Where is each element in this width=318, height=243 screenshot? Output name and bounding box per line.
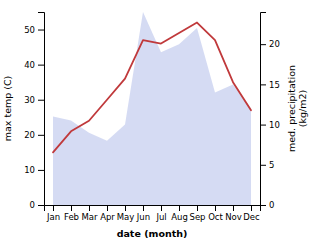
tick-mark (197, 205, 198, 211)
tick-mark (38, 30, 44, 31)
tick: 0 (30, 200, 44, 210)
chart: Jan FebMarAprMayJun Jul AugSepOctNovDec 0 10 2… (0, 0, 318, 243)
tick: Oct (208, 205, 223, 222)
data-marks (53, 12, 251, 205)
tick-mark (251, 205, 252, 211)
tick-mark (107, 205, 108, 211)
tick: 0 (260, 200, 274, 210)
tick-mark (38, 205, 44, 206)
tick: 20 (24, 130, 44, 140)
tick-label: May (117, 212, 135, 222)
tick-mark (143, 205, 144, 211)
axis-line (38, 13, 45, 206)
tick-label: Feb (64, 212, 79, 222)
tick-mark (125, 205, 126, 211)
tick-label: 30 (24, 95, 35, 105)
x-axis-title: date (month) (117, 228, 188, 239)
tick: Feb (64, 205, 79, 222)
tick-mark (233, 205, 234, 211)
tick: 15 (260, 80, 280, 90)
tick-label: Jun (136, 212, 150, 222)
axis-line (45, 206, 261, 212)
tick-mark (179, 205, 180, 211)
tick-mark (38, 135, 44, 136)
y2-axis: 0 5 10 15 20 (260, 13, 280, 211)
area (53, 12, 251, 205)
tick-mark (215, 205, 216, 211)
tick-mark (38, 170, 44, 171)
y-axis: 0 10 20 30 40 50 (24, 13, 44, 211)
tick-label: 50 (24, 25, 35, 35)
tick-mark (260, 125, 266, 126)
tick-label: Jan (46, 212, 60, 222)
y2-axis-title: med. precipitation(kg/m2) (286, 65, 308, 152)
axis-line (261, 13, 267, 206)
plot: Jan FebMarAprMayJun Jul AugSepOctNovDec 0 10 2… (2, 12, 308, 239)
tick-mark (260, 84, 266, 85)
tick: Jul (155, 205, 166, 222)
tick-label: Oct (208, 212, 223, 222)
tick-label: Apr (100, 212, 115, 222)
tick: 20 (260, 39, 280, 49)
tick-label: 15 (269, 80, 280, 90)
x-axis: Jan FebMarAprMayJun Jul AugSepOctNovDec (45, 205, 261, 222)
tick-label: 10 (24, 165, 35, 175)
tick: Aug (171, 205, 188, 222)
tick-label: Mar (81, 212, 98, 222)
tick-label: Aug (171, 212, 188, 222)
tick-mark (161, 205, 162, 211)
tick-mark (38, 100, 44, 101)
tick-label: 10 (269, 120, 280, 130)
tick: 10 (260, 120, 280, 130)
tick-label: 0 (269, 200, 274, 210)
tick-mark (260, 165, 266, 166)
tick: 40 (24, 60, 44, 70)
y-axis-title: max temp (C) (2, 76, 13, 142)
tick-mark (260, 205, 266, 206)
tick: Apr (100, 205, 115, 222)
tick-label: Jul (155, 212, 166, 222)
tick: Jun (136, 205, 150, 222)
tick: 50 (24, 25, 44, 35)
tick-mark (71, 205, 72, 211)
tick-mark (53, 205, 54, 211)
tick-label: 5 (269, 160, 274, 170)
tick-mark (260, 44, 266, 45)
tick-label: Nov (225, 212, 242, 222)
tick-mark (89, 205, 90, 211)
tick-mark (38, 65, 44, 66)
tick-label: Sep (189, 212, 205, 222)
tick-label: Dec (243, 212, 260, 222)
line (53, 23, 251, 153)
tick: Dec (243, 205, 260, 222)
tick: Nov (225, 205, 242, 222)
tick: Sep (189, 205, 205, 222)
tick: 5 (260, 160, 274, 170)
tick: Jan (46, 205, 60, 222)
tick: May (117, 205, 135, 222)
tick-label: 20 (24, 130, 35, 140)
tick-label: 20 (269, 39, 280, 49)
tick-label: 40 (24, 60, 35, 70)
tick: 30 (24, 95, 44, 105)
tick: 10 (24, 165, 44, 175)
tick-label: 0 (30, 200, 35, 210)
tick: Mar (81, 205, 98, 222)
